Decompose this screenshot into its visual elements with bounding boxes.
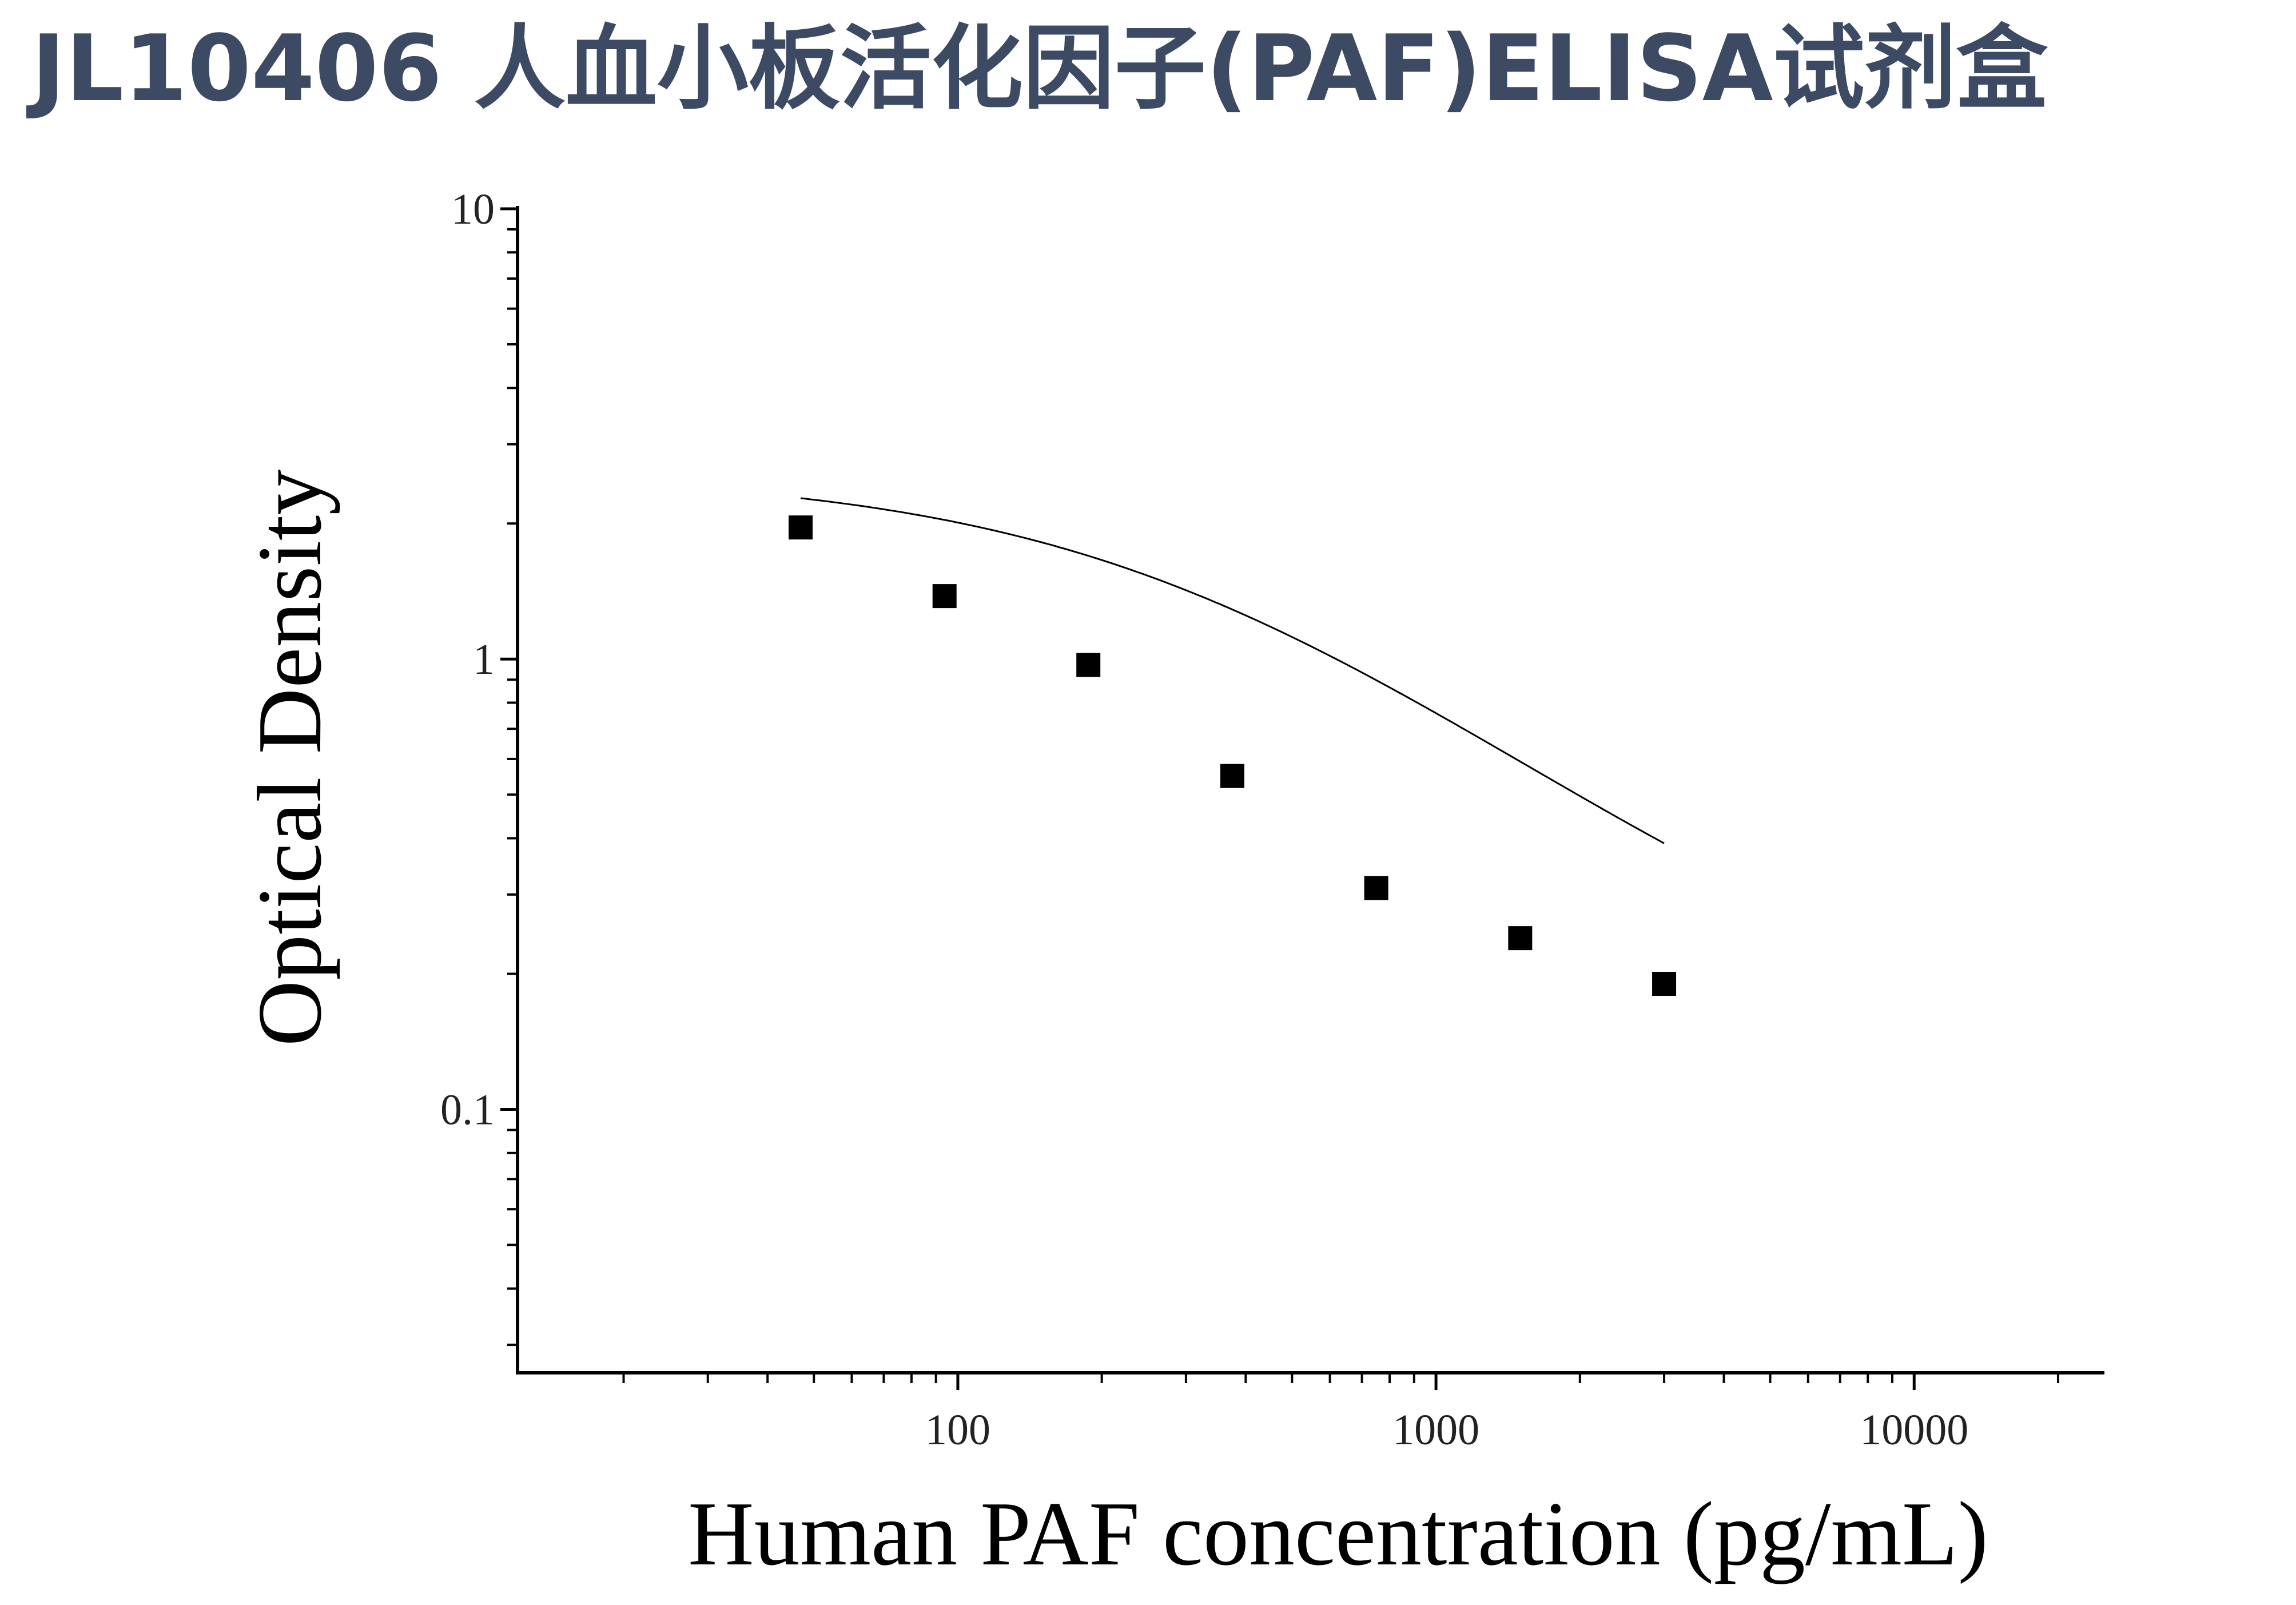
data-point: [1508, 926, 1533, 951]
data-point: [1652, 972, 1677, 996]
chart-axes: 0.1 1 10 100 1000 10000: [440, 185, 2104, 1454]
y-tick-label: 10: [451, 185, 495, 233]
data-point: [1220, 764, 1244, 788]
x-tick-label: 1000: [1392, 1406, 1479, 1454]
data-point: [1364, 876, 1388, 900]
y-axis-title: Optical Density: [238, 470, 340, 1047]
data-point: [1076, 653, 1101, 677]
data-point: [788, 515, 813, 540]
x-tick-label: 100: [925, 1406, 990, 1454]
page-title: JL10406 人血小板活化因子(PAF)ELISA试剂盒: [31, 15, 2048, 122]
data-points-layer: [788, 515, 1677, 996]
x-tick-label: 10000: [1860, 1406, 1968, 1454]
data-point: [932, 584, 957, 609]
x-axis-title: Human PAF concentration (pg/mL): [688, 1483, 1988, 1584]
y-tick-label: 1: [473, 635, 495, 684]
fit-curve: [800, 497, 1665, 844]
fit-curve-layer: [800, 497, 1665, 844]
y-tick-label: 0.1: [440, 1086, 495, 1134]
